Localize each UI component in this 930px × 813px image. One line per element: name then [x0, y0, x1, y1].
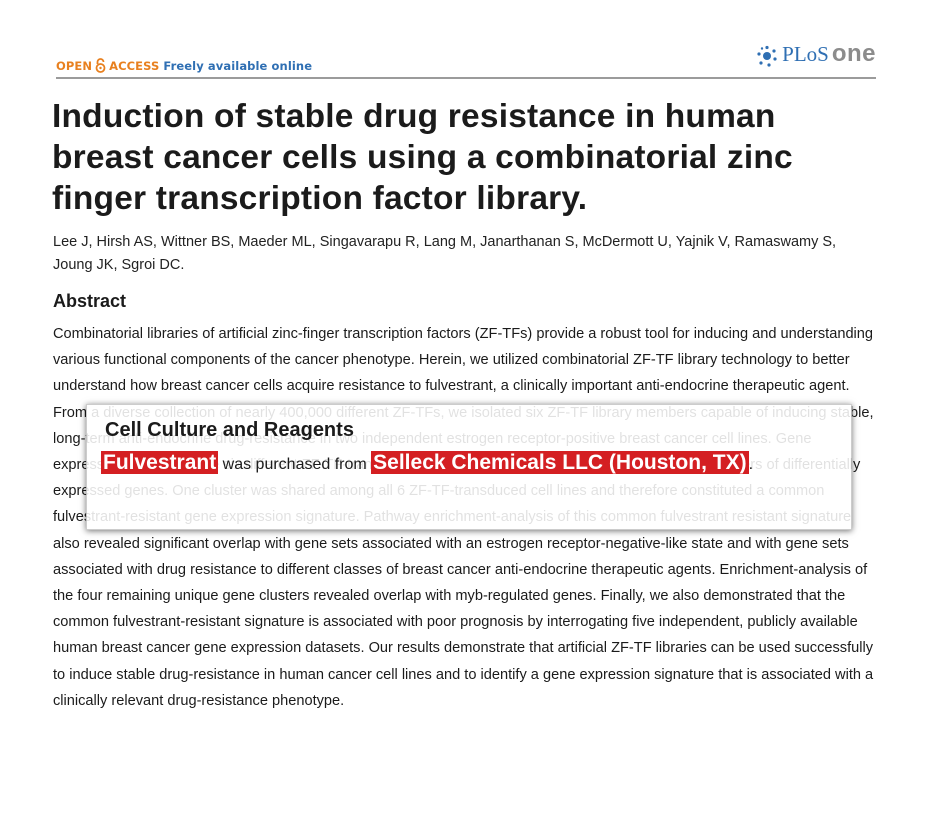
- reagents-callout: Cell Culture and Reagents Fulvestrant wa…: [86, 404, 852, 530]
- header-divider: [56, 77, 876, 79]
- freely-available-label: Freely available online: [163, 59, 313, 73]
- open-label: OPEN: [56, 59, 93, 73]
- callout-text: Fulvestrant was purchased from Selleck C…: [101, 448, 831, 480]
- paper-title: Induction of stable drug resistance in h…: [52, 98, 793, 217]
- callout-end-text: .: [748, 456, 754, 473]
- abstract-heading: Abstract: [53, 291, 127, 311]
- author-list: Lee J, Hirsh AS, Wittner BS, Maeder ML, …: [53, 234, 837, 273]
- plos-dots-icon: [756, 45, 778, 67]
- supplier-highlight: Selleck Chemicals LLC (Houston, TX): [371, 451, 749, 474]
- open-access-badge: OPEN ACCESS Freely available online: [56, 58, 312, 76]
- callout-title: Cell Culture and Reagents: [105, 419, 354, 441]
- open-lock-icon: [95, 58, 106, 76]
- logo-one-text: one: [831, 40, 876, 67]
- callout-middle-text: was purchased from: [218, 456, 372, 473]
- journal-header: OPEN ACCESS Freely available online PLoS on…: [56, 40, 876, 78]
- plos-one-logo: PLoS one: [756, 40, 876, 70]
- logo-plos-text: PLoS: [782, 42, 829, 66]
- access-label: ACCESS: [109, 59, 160, 73]
- drug-highlight: Fulvestrant: [101, 451, 219, 474]
